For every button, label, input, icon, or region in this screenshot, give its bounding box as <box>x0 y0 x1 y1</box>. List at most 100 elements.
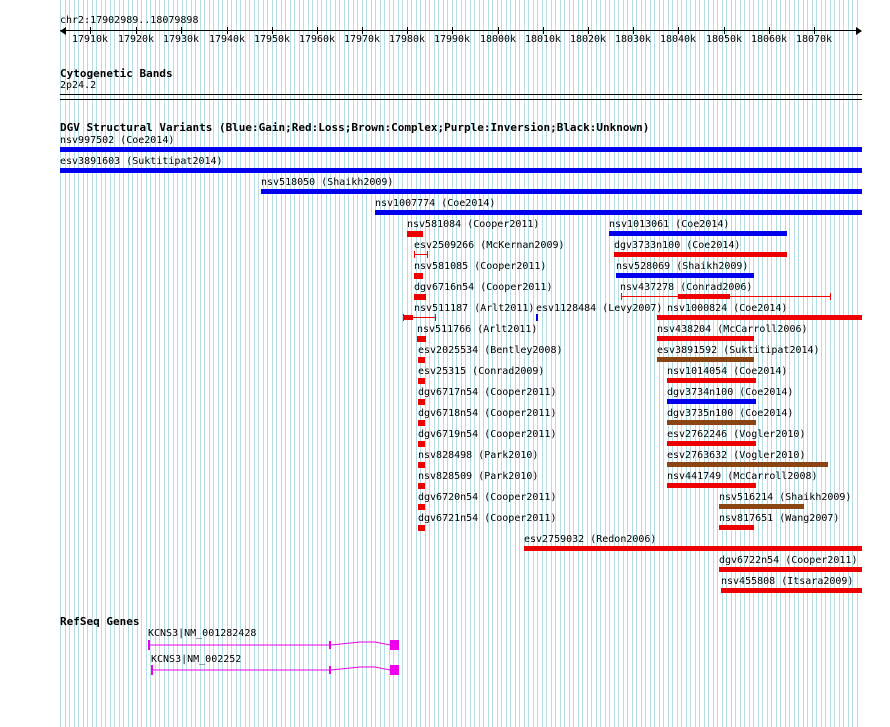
variant-bar[interactable] <box>719 567 862 572</box>
variant-label[interactable]: dgv6716n54 (Cooper2011) <box>414 282 553 293</box>
ruler-tick-label: 18070k <box>795 34 833 45</box>
variant-label[interactable]: nsv1007774 (Coe2014) <box>375 198 496 209</box>
variant-label[interactable]: esv3891603 (Suktitipat2014) <box>60 156 223 167</box>
variant-bar[interactable] <box>418 357 425 363</box>
variant-label[interactable]: esv2025534 (Bentley2008) <box>418 345 563 356</box>
variant-label[interactable]: esv2759032 (Redon2006) <box>524 534 657 545</box>
variant-bar[interactable] <box>657 357 754 362</box>
variant-label[interactable]: esv3891592 (Suktitipat2014) <box>657 345 820 356</box>
variant-bar[interactable] <box>667 420 756 425</box>
cytoband-border-top <box>60 94 862 95</box>
variant-label[interactable]: dgv3735n100 (Coe2014) <box>667 408 794 419</box>
ruler-tick-label: 18010k <box>524 34 562 45</box>
variant-bar[interactable] <box>614 252 787 257</box>
variant-bar[interactable] <box>414 254 428 255</box>
variant-bar[interactable] <box>609 231 787 236</box>
variant-bar[interactable] <box>418 525 425 531</box>
variant-bar[interactable] <box>667 483 756 488</box>
variant-label[interactable]: esv2509266 (McKernan2009) <box>414 240 565 251</box>
variant-bar[interactable] <box>414 273 423 279</box>
ruler-tick-label: 17920k <box>117 34 155 45</box>
variant-label[interactable]: nsv437278 (Conrad2006) <box>620 282 753 293</box>
ruler-tick <box>543 27 544 34</box>
ruler-axis <box>60 30 860 31</box>
variant-label[interactable]: esv2763632 (Vogler2010) <box>667 450 806 461</box>
variant-label[interactable]: dgv6717n54 (Cooper2011) <box>418 387 557 398</box>
variant-label[interactable]: nsv817651 (Wang2007) <box>719 513 840 524</box>
variant-label[interactable]: nsv518050 (Shaikh2009) <box>261 177 394 188</box>
variant-bar[interactable] <box>60 147 862 152</box>
ruler-tick-label: 17930k <box>162 34 200 45</box>
variant-bar[interactable] <box>667 399 756 404</box>
variant-label[interactable]: dgv6722n54 (Cooper2011) <box>719 555 858 566</box>
variant-label[interactable]: nsv581085 (Cooper2011) <box>414 261 547 272</box>
variant-bar[interactable] <box>261 189 862 194</box>
variant-bar[interactable] <box>60 168 862 173</box>
variant-bar[interactable] <box>667 462 828 467</box>
ruler-tick <box>814 27 815 34</box>
gene-label[interactable]: KCNS3|NM_002252 <box>151 654 242 665</box>
variant-label[interactable]: nsv581084 (Cooper2011) <box>407 219 540 230</box>
variant-bar-core[interactable] <box>678 294 730 299</box>
ruler-tick <box>181 27 182 34</box>
variant-bar[interactable] <box>418 483 425 489</box>
ruler-tick <box>678 27 679 34</box>
variant-bar-end <box>830 293 831 300</box>
variant-bar[interactable] <box>657 315 862 320</box>
variant-label[interactable]: nsv516214 (Shaikh2009) <box>719 492 852 503</box>
variant-label[interactable]: nsv1000824 (Coe2014) <box>667 303 788 314</box>
variant-label[interactable]: nsv997502 (Coe2014) <box>60 135 175 146</box>
variant-bar[interactable] <box>667 378 756 383</box>
ruler-tick-label: 17980k <box>388 34 426 45</box>
variant-bar[interactable] <box>536 314 538 321</box>
ruler-tick-label: 17990k <box>433 34 471 45</box>
variant-bar[interactable] <box>657 336 754 341</box>
variant-label[interactable]: nsv441749 (McCarroll2008) <box>667 471 818 482</box>
variant-label[interactable]: nsv828498 (Park2010) <box>418 450 539 461</box>
variant-bar-core[interactable] <box>403 315 413 320</box>
variant-label[interactable]: dgv6718n54 (Cooper2011) <box>418 408 557 419</box>
ruler-arrow-left <box>60 27 66 35</box>
location-label: chr2:17902989..18079898 <box>60 15 199 26</box>
variant-bar[interactable] <box>417 336 426 342</box>
variant-bar[interactable] <box>375 210 862 215</box>
ruler-tick <box>136 27 137 34</box>
variant-bar[interactable] <box>667 441 756 446</box>
variant-bar[interactable] <box>719 525 754 530</box>
variant-label[interactable]: nsv511766 (Arlt2011) <box>417 324 538 335</box>
variant-label[interactable]: nsv528069 (Shaikh2009) <box>616 261 749 272</box>
variant-bar-end <box>621 293 622 300</box>
variant-label[interactable]: esv25315 (Conrad2009) <box>418 366 545 377</box>
variant-label[interactable]: dgv6721n54 (Cooper2011) <box>418 513 557 524</box>
variant-bar[interactable] <box>721 588 862 593</box>
cytoband-border-bottom <box>60 99 862 100</box>
variant-bar[interactable] <box>418 399 425 405</box>
variant-bar[interactable] <box>418 420 425 426</box>
variant-bar[interactable] <box>616 273 754 278</box>
variant-label[interactable]: dgv3733n100 (Coe2014) <box>614 240 741 251</box>
variant-bar[interactable] <box>418 378 425 384</box>
variant-bar[interactable] <box>418 504 425 510</box>
variant-label[interactable]: nsv828509 (Park2010) <box>418 471 539 482</box>
variant-label[interactable]: nsv455808 (Itsara2009) <box>721 576 854 587</box>
variant-bar[interactable] <box>414 294 426 300</box>
variant-label[interactable]: nsv1013061 (Coe2014) <box>609 219 730 230</box>
variant-bar[interactable] <box>418 441 425 447</box>
variant-label[interactable]: esv2762246 (Vogler2010) <box>667 429 806 440</box>
variant-label[interactable]: dgv6719n54 (Cooper2011) <box>418 429 557 440</box>
variant-bar[interactable] <box>418 462 425 468</box>
ruler-tick-label: 17910k <box>71 34 109 45</box>
variant-label[interactable]: esv1128484 (Levy2007) <box>536 303 663 314</box>
gene-label[interactable]: KCNS3|NM_001282428 <box>148 628 257 639</box>
variant-bar[interactable] <box>407 231 423 237</box>
variant-label[interactable]: nsv438204 (McCarroll2006) <box>657 324 808 335</box>
variant-bar[interactable] <box>403 317 436 318</box>
variant-label[interactable]: nsv1014054 (Coe2014) <box>667 366 788 377</box>
variant-bar-end <box>414 251 415 258</box>
variant-bar[interactable] <box>524 546 862 551</box>
variant-label[interactable]: dgv6720n54 (Cooper2011) <box>418 492 557 503</box>
variant-bar[interactable] <box>719 504 804 509</box>
variant-label[interactable]: dgv3734n100 (Coe2014) <box>667 387 794 398</box>
variant-label[interactable]: nsv511187 (Arlt2011) <box>414 303 535 314</box>
